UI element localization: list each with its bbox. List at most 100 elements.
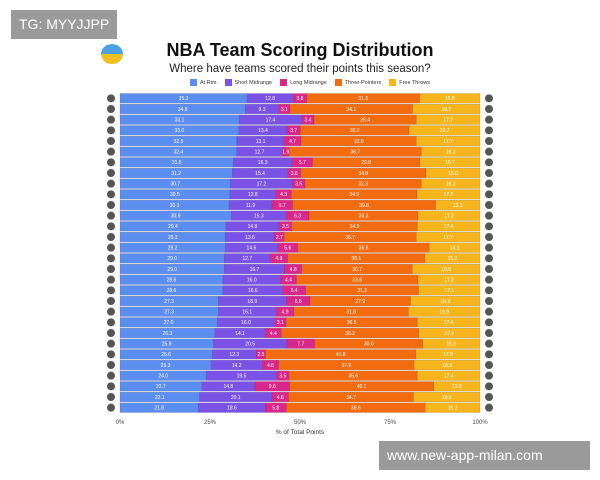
- bar-segment-free-throws: [424, 253, 481, 264]
- watermark-bottom-right: www.new-app-milan.com: [379, 441, 590, 470]
- data-label: 36.7: [350, 149, 360, 155]
- bar-segment-free-throws: [415, 349, 481, 360]
- team-logo-left-icon: [107, 361, 115, 369]
- legend-item-free-throws: Free Throws: [389, 79, 430, 86]
- team-logo-right-icon: [485, 393, 493, 401]
- data-label: 34.9: [349, 192, 359, 198]
- data-label: 15.0: [448, 171, 458, 177]
- team-logo-right-icon: [485, 254, 493, 263]
- data-label: 22.7: [156, 384, 166, 390]
- data-label: 18.5: [442, 395, 452, 401]
- team-logo-right-icon: [485, 275, 493, 284]
- data-label: 28.6: [167, 288, 177, 294]
- data-label: 25.3: [161, 363, 171, 369]
- data-label: 14.8: [248, 224, 258, 230]
- x-tick-label: 100%: [472, 420, 488, 426]
- data-label: 29.2: [168, 245, 178, 251]
- data-label: 9.3: [259, 107, 266, 113]
- bar-segment-free-throws: [418, 327, 481, 339]
- data-label: 13.1: [256, 139, 266, 145]
- data-label: 16.7: [250, 267, 260, 273]
- data-label: 17.1: [444, 288, 454, 294]
- data-label: 4.9: [282, 309, 289, 315]
- data-label: 3.1: [281, 107, 288, 113]
- team-logo-right-icon: [485, 179, 493, 188]
- legend-label: Short Midrange: [234, 79, 273, 86]
- bar-segment-three-pointers: [289, 381, 435, 392]
- bar-segment-free-throws: [412, 103, 481, 115]
- bar-segment-free-throws: [419, 157, 481, 168]
- data-label: 6.4: [291, 288, 298, 294]
- data-label: 17.5: [444, 192, 454, 198]
- team-logo-right-icon: [485, 286, 493, 295]
- data-label: 38.6: [351, 405, 361, 411]
- data-label: 15.4: [255, 171, 265, 177]
- data-label: 26.3: [162, 331, 172, 337]
- team-logo-left-icon: [107, 371, 115, 380]
- legend-swatch: [389, 79, 397, 86]
- data-label: 15.9: [447, 341, 457, 347]
- bar-segment-free-throws: [413, 391, 481, 403]
- data-label: 28.6: [167, 277, 177, 283]
- data-label: 4.8: [290, 267, 297, 273]
- data-label: 17.7: [443, 139, 453, 145]
- data-label: 27.0: [164, 320, 174, 326]
- data-label: 30.3: [359, 213, 369, 219]
- team-logo-right-icon: [485, 94, 493, 103]
- data-label: 4.4: [285, 277, 292, 283]
- data-label: 2.7: [276, 235, 283, 241]
- data-label: 15.3: [254, 213, 264, 219]
- data-label: 38.1: [351, 256, 361, 262]
- data-label: 12.7: [242, 256, 252, 262]
- bar-segment-free-throws: [429, 242, 481, 253]
- bar-segment-free-throws: [416, 135, 481, 147]
- data-label: 16.7: [445, 160, 455, 166]
- data-label: 31.3: [357, 288, 367, 294]
- bar-segment-free-throws: [417, 210, 481, 221]
- data-label: 3.7: [290, 128, 297, 134]
- data-label: 38.2: [345, 331, 355, 337]
- team-logo-left-icon: [107, 265, 115, 273]
- team-logo-right-icon: [485, 158, 493, 167]
- data-label: 4.3: [280, 192, 287, 198]
- data-label: 29.0: [167, 256, 177, 262]
- data-label: 16.6: [248, 288, 258, 294]
- bar-segment-short-midrange: [206, 370, 277, 381]
- data-label: 24.0: [158, 373, 168, 379]
- bar-segment-free-throws: [417, 317, 481, 328]
- bar-segment-long-midrange: [282, 146, 290, 157]
- team-logo-left-icon: [107, 105, 115, 113]
- team-logo-right-icon: [485, 361, 493, 369]
- watermark-top-left: TG: MYYJJPP: [11, 10, 118, 39]
- data-label: 17.2: [257, 181, 267, 187]
- data-label: 32.0: [354, 139, 364, 145]
- bar-segment-at-rim: [119, 338, 214, 349]
- data-label: 11.9: [246, 203, 256, 209]
- legend-swatch: [334, 79, 342, 86]
- legend: At Rim Short Midrange Long Midrange Thre…: [150, 79, 470, 86]
- data-label: 19.7: [440, 128, 450, 134]
- data-label: 21.8: [154, 405, 164, 411]
- data-label: 3.5: [295, 181, 302, 187]
- data-label: 17.8: [443, 352, 453, 358]
- data-label: 4.9: [275, 256, 282, 262]
- data-label: 34.1: [346, 107, 356, 113]
- data-label: 29.4: [168, 224, 178, 230]
- data-label: 13.6: [245, 235, 255, 241]
- legend-label: At Rim: [200, 79, 217, 86]
- data-label: 14.2: [232, 363, 242, 369]
- team-logo-left-icon: [107, 307, 115, 316]
- data-label: 32.5: [174, 139, 184, 145]
- data-label: 6.3: [294, 213, 301, 219]
- bar-segment-free-throws: [417, 370, 481, 381]
- bar-segment-free-throws: [425, 167, 481, 179]
- data-label: 17.4: [266, 117, 276, 123]
- team-logo-left-icon: [107, 169, 115, 177]
- data-label: 7.7: [297, 341, 304, 347]
- team-logo-left-icon: [107, 382, 115, 391]
- data-label: 3.5: [282, 224, 289, 230]
- data-label: 33.1: [175, 117, 185, 123]
- bar-segment-free-throws: [417, 221, 481, 232]
- team-logo-right-icon: [485, 382, 493, 391]
